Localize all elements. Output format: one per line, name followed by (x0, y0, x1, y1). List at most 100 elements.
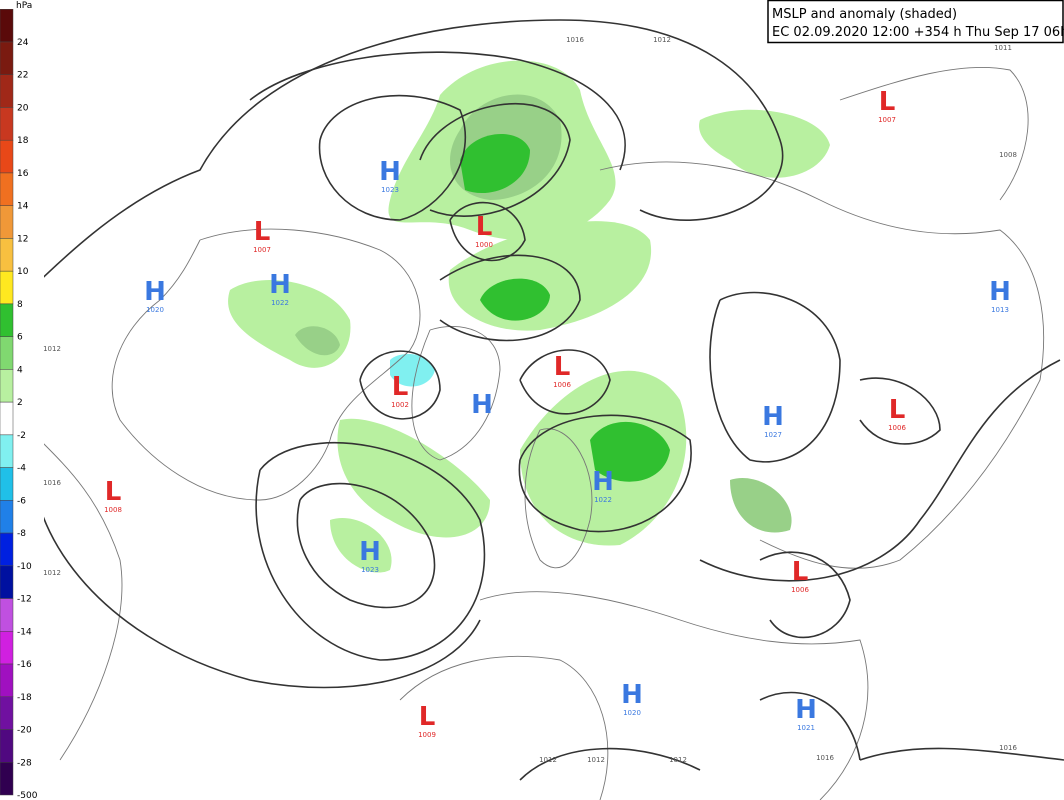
legend-swatch (0, 369, 14, 403)
legend-label: 24 (17, 38, 29, 48)
center-pressure: 1007 (878, 116, 896, 124)
center-pressure: 1006 (553, 381, 571, 389)
map-subtitle: EC 02.09.2020 12:00 +354 h Thu Sep 17 06… (772, 25, 1064, 40)
legend-swatch (0, 500, 14, 534)
legend-swatch (0, 336, 14, 370)
center-symbol: H (359, 537, 381, 567)
center-pressure: 1023 (381, 186, 399, 194)
legend-label: 2 (17, 398, 23, 408)
legend-swatch (0, 631, 14, 665)
center-pressure: 1007 (253, 246, 271, 254)
isobar-label: 1012 (539, 756, 557, 764)
legend-swatch (0, 107, 14, 141)
legend-label: 12 (17, 234, 28, 244)
center-symbol: L (879, 87, 896, 117)
center-pressure: 1013 (991, 306, 1009, 314)
legend-swatch (0, 598, 14, 632)
legend-swatch (0, 9, 14, 43)
center-symbol: L (419, 702, 436, 732)
center-symbol: H (621, 680, 643, 710)
legend-label: -8 (17, 529, 26, 539)
isobar-label: 1011 (994, 44, 1012, 52)
center-symbol: H (762, 402, 784, 432)
legend-swatch (0, 238, 14, 272)
legend-label: 16 (17, 169, 29, 179)
center-symbol: H (379, 157, 401, 187)
center-pressure: 1000 (475, 241, 493, 249)
legend-swatch (0, 270, 14, 305)
legend-swatch (0, 729, 14, 763)
legend-label: -6 (17, 496, 26, 506)
isobar-label: 1012 (653, 36, 671, 44)
legend-label: 14 (17, 202, 29, 212)
isobar-label: 1016 (816, 754, 834, 762)
center-pressure: 1020 (146, 306, 164, 314)
center-symbol: L (105, 477, 122, 507)
center-symbol: H (144, 277, 166, 307)
legend-swatch (0, 762, 14, 796)
legend-label: 8 (17, 300, 23, 310)
legend-items: 24 22 20 18 16 14 12 10 8 6 4 2 -2 -4 -6 -8 -10 -12 -14 -16… (0, 9, 38, 800)
legend-label: -16 (17, 660, 32, 670)
legend-swatch (0, 532, 14, 567)
isobar-label: 1012 (43, 569, 61, 577)
center-symbol: L (792, 557, 809, 587)
isobar-label: 1008 (999, 151, 1017, 159)
legend-swatch (0, 565, 14, 599)
isobar-label: 1016 (999, 744, 1017, 752)
isobar-labels: 1016 1012 1011 1008 1012 1016 1012 1012 1012 1012… (43, 36, 1017, 764)
center-pressure: 1021 (797, 724, 815, 732)
legend-label: 22 (17, 71, 28, 81)
anomaly-shading (228, 60, 830, 573)
center-symbol: L (889, 395, 906, 425)
legend-swatch (0, 467, 14, 501)
legend-label: -28 (17, 758, 32, 768)
legend-label: -10 (17, 562, 32, 572)
legend-label: -500 (17, 791, 38, 800)
legend-swatch (0, 139, 14, 174)
isobar-label: 1016 (43, 479, 61, 487)
center-pressure: 1002 (391, 401, 409, 409)
legend-label: -20 (17, 726, 32, 736)
center-pressure: 1022 (271, 299, 289, 307)
legend-label: -2 (17, 431, 26, 441)
map-title: MSLP and anomaly (shaded) (772, 7, 957, 22)
center-symbol: L (392, 372, 409, 402)
center-symbol: H (592, 467, 614, 497)
legend: hPa 24 22 20 18 16 14 12 10 8 6 4 2 -2 -4 -6 -8 -10 -12 -1… (0, 0, 44, 800)
legend-swatch (0, 401, 14, 436)
isobar-label: 1016 (566, 36, 584, 44)
legend-swatch (0, 663, 14, 698)
isobar-label: 1012 (43, 345, 61, 353)
legend-label: 20 (17, 103, 29, 113)
title-box: MSLP and anomaly (shaded) EC 02.09.2020 … (767, 0, 1064, 44)
legend-swatch (0, 205, 14, 239)
center-pressure: 1006 (791, 586, 809, 594)
center-symbol: L (254, 217, 271, 247)
isobar-label: 1012 (587, 756, 605, 764)
center-symbol: L (476, 212, 493, 242)
legend-label: 18 (17, 136, 29, 146)
legend-label: 6 (17, 333, 23, 343)
coastlines (39, 66, 1045, 800)
legend-label: -12 (17, 595, 32, 605)
center-symbol: H (989, 277, 1011, 307)
legend-label: 4 (17, 365, 23, 375)
legend-swatch (0, 74, 14, 108)
center-pressure: 1006 (888, 424, 906, 432)
center-symbol: H (269, 270, 291, 300)
center-symbol: H (471, 390, 493, 420)
legend-swatch (0, 696, 14, 730)
legend-label: -14 (17, 627, 32, 637)
legend-label: -18 (17, 693, 32, 703)
isobar-label: 1012 (669, 756, 687, 764)
center-pressure: 1027 (764, 431, 782, 439)
center-pressure: 1023 (361, 566, 379, 574)
legend-swatch (0, 434, 14, 468)
center-pressure: 1022 (594, 496, 612, 504)
center-symbol: L (554, 352, 571, 382)
legend-swatch (0, 172, 14, 206)
